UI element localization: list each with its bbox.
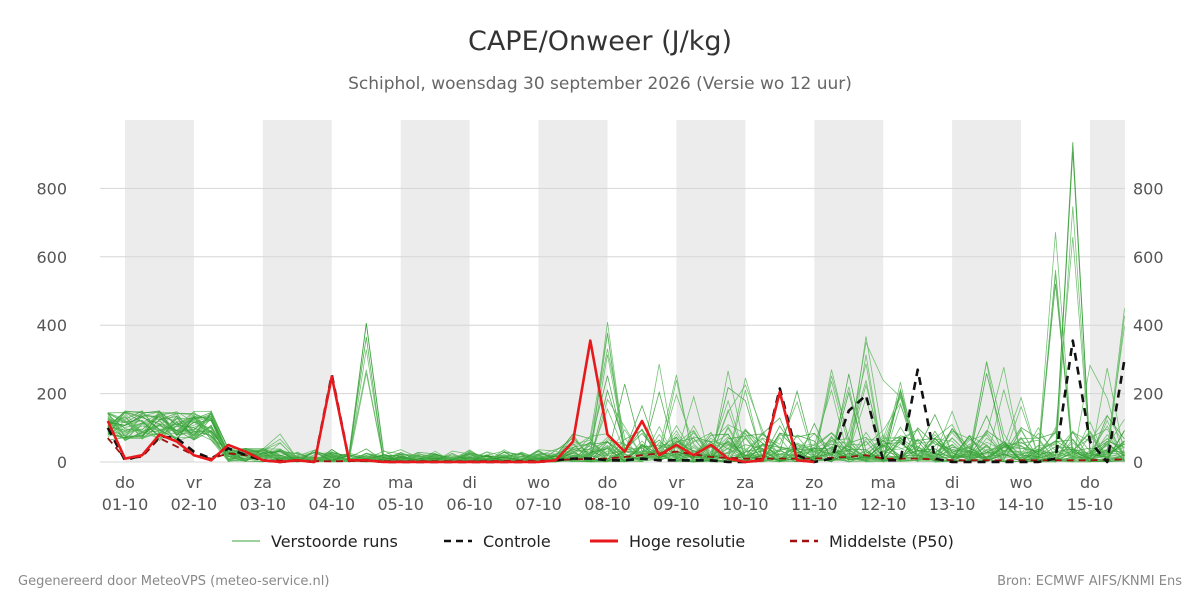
legend-label-p50: Middelste (P50) [829,532,954,551]
ensemble-member-line [107,415,1125,463]
x-tick-day: za [254,473,272,492]
x-tick-day: zo [805,473,823,492]
y-tick-label-left: 800 [36,179,67,198]
main-series [106,339,1126,464]
chart-title: CAPE/Onweer (J/kg) [468,26,732,57]
ensemble-member-line [107,354,1125,463]
x-tick-day: zo [323,473,341,492]
x-axis-ticks: do 01-10 vr 02-10 za 03-10 zo 04-10 ma 05-10 di 06-… [102,473,1114,514]
x-tick-date: 15-10 [1067,495,1114,514]
footer-right: Bron: ECMWF AIFS/KNMI Ens [997,574,1182,589]
x-tick-day: wo [527,473,550,492]
y-axis-ticks: 0 0 200 200 400 400 600 600 800 800 [36,179,1163,472]
y-tick-label-right: 0 [1133,453,1143,472]
x-tick-day: ma [871,473,896,492]
x-tick-day: ma [388,473,413,492]
y-tick-label-right: 600 [1133,248,1164,267]
x-tick-day: di [945,473,960,492]
y-tick-label-right: 200 [1133,385,1164,404]
x-tick-day: di [462,473,477,492]
x-tick-date: 05-10 [377,495,424,514]
legend: Verstoorde runs Controle Hoge resolutie Mid… [232,532,954,551]
x-tick-date: 02-10 [171,495,218,514]
x-tick-date: 10-10 [722,495,769,514]
legend-label-ens: Verstoorde runs [271,532,398,551]
shaded-day-band [538,120,608,462]
chart-subtitle: Schiphol, woensdag 30 september 2026 (Ve… [348,74,852,94]
shaded-day-band [676,120,746,462]
shaded-day-band [400,120,470,462]
x-tick-date: 06-10 [446,495,493,514]
shaded-day-band [262,120,332,462]
x-tick-date: 09-10 [653,495,700,514]
shaded-day-band [125,120,194,462]
y-tick-label-right: 800 [1133,179,1164,198]
y-tick-label-left: 600 [36,248,67,267]
x-tick-date: 14-10 [998,495,1045,514]
x-tick-day: wo [1010,473,1033,492]
x-tick-day: do [598,473,618,492]
ensemble-member-line [107,389,1125,463]
series-line-ctrl [106,339,1126,464]
x-tick-day: do [1080,473,1100,492]
legend-label-hres: Hoge resolutie [629,532,745,551]
x-tick-date: 11-10 [791,495,838,514]
x-tick-date: 01-10 [102,495,149,514]
x-tick-date: 08-10 [584,495,631,514]
y-tick-label-left: 0 [57,453,67,472]
x-tick-date: 13-10 [929,495,976,514]
shaded-day-band [952,120,1022,462]
shaded-day-band [1090,120,1125,462]
x-tick-day: vr [186,473,202,492]
x-tick-date: 12-10 [860,495,907,514]
ensemble-member-line [107,269,1125,463]
legend-label-ctrl: Controle [483,532,551,551]
y-tick-label-right: 400 [1133,316,1164,335]
x-tick-date: 07-10 [515,495,562,514]
weekend-shading [125,120,1125,462]
series-line-hres [106,339,815,464]
x-tick-day: za [736,473,754,492]
y-tick-label-left: 400 [36,316,67,335]
ensemble-member-line [107,322,1125,463]
x-tick-day: do [115,473,135,492]
x-tick-date: 04-10 [309,495,356,514]
footer-left: Gegenereerd door MeteoVPS (meteo-service… [18,574,329,589]
x-tick-date: 03-10 [240,495,287,514]
x-tick-day: vr [668,473,684,492]
y-tick-label-left: 200 [36,385,67,404]
ensemble-member-line [107,142,1125,463]
